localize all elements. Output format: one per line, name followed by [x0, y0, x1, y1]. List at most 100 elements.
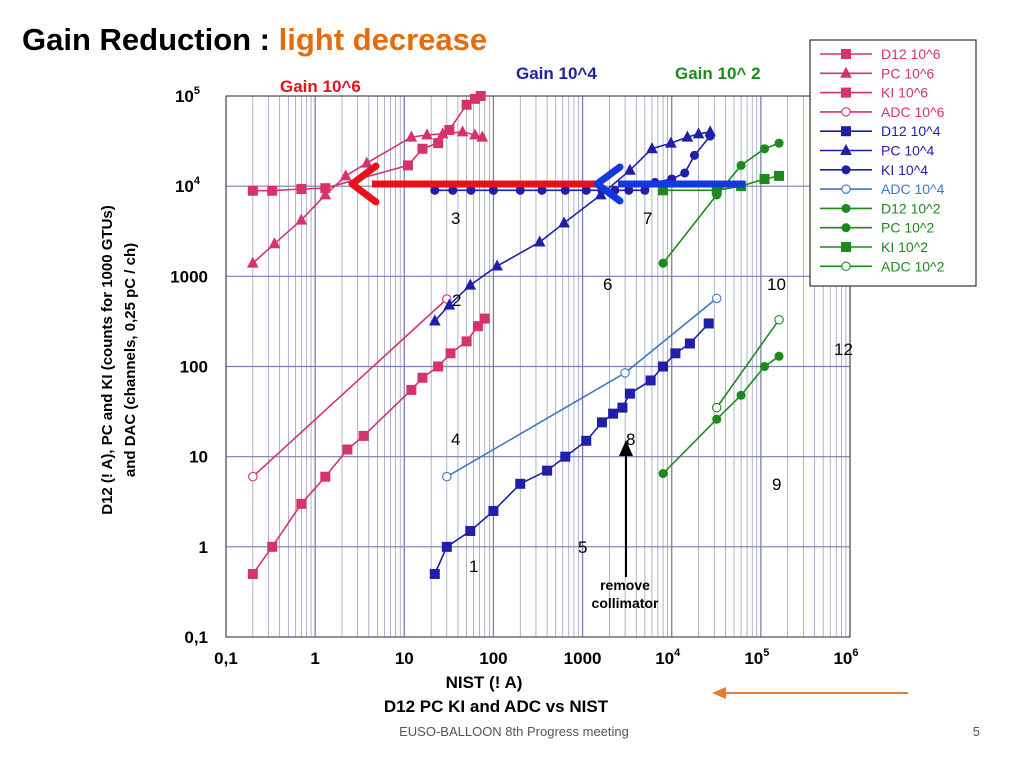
data-point-d12-10-6 [406, 384, 417, 395]
x-tick-label: 104 [655, 647, 681, 668]
orange-arrow-head [712, 687, 726, 699]
y-tick-label: 1000 [170, 267, 208, 286]
y-axis-label-line2: and DAC (channels, 0,25 pC / ch) [122, 243, 139, 477]
data-point-d12-10-4 [465, 525, 476, 536]
legend-marker-ki-10-2 [841, 242, 851, 252]
series-ki-10-6 [247, 91, 486, 196]
title-accent: light decrease [278, 22, 488, 57]
x-axis-label: NIST (! A) [446, 673, 523, 692]
region-number-10: 10 [767, 275, 786, 294]
data-point-pc-10-2 [774, 138, 784, 148]
data-point-ki-10-4 [689, 150, 700, 160]
region-number-1: 1 [469, 557, 478, 576]
plot-frame [225, 95, 851, 638]
blue-arrow-head [593, 163, 624, 205]
data-point-d12-10-4 [670, 348, 681, 359]
y-axis-label-line1: D12 (! A), PC and KI (counts for 1000 GT… [99, 205, 116, 515]
data-point-d12-10-4 [684, 338, 695, 349]
data-point-d12-10-6 [445, 348, 456, 359]
data-point-pc-10-6 [421, 128, 433, 140]
legend-label-ki-10-2: KI 10^2 [881, 239, 928, 255]
legend-label-pc-10-4: PC 10^4 [881, 143, 934, 159]
x-tick-label: 106 [833, 647, 858, 668]
data-point-pc-10-6 [339, 169, 352, 181]
footer-meeting-name: EUSO-BALLOON 8th Progress meeting [399, 724, 629, 739]
data-point-d12-10-4 [617, 402, 628, 413]
data-point-pc-10-6 [268, 237, 281, 249]
data-point-ki-10-6 [475, 91, 486, 101]
legend-marker-adc-10-2 [841, 261, 851, 272]
data-point-d12-10-4 [624, 388, 635, 399]
region-number-12: 12 [834, 340, 853, 359]
data-point-pc-10-2 [759, 144, 770, 154]
data-point-pc-10-4 [533, 235, 546, 247]
data-point-ki-10-6 [417, 143, 428, 154]
series-adc-10-2 [711, 314, 784, 413]
legend-marker-ki-10-4 [841, 165, 851, 175]
legend-label-d12-10-2: D12 10^2 [881, 200, 941, 216]
region-number-4: 4 [451, 430, 460, 449]
data-point-pc-10-4 [692, 127, 705, 139]
data-point-d12-10-2 [759, 361, 770, 372]
data-point-pc-10-4 [665, 136, 677, 148]
data-point-ki-10-4 [705, 131, 715, 141]
x-tick-label: 105 [744, 647, 769, 668]
data-point-adc-10-4 [711, 293, 722, 304]
legend-marker-adc-10-4 [841, 184, 851, 194]
legend-box [809, 39, 977, 287]
series-line-adc-10-2 [716, 319, 780, 409]
data-point-pc-10-4 [428, 314, 441, 326]
data-point-d12-10-6 [267, 541, 278, 552]
data-point-d12-10-6 [342, 444, 353, 455]
data-point-d12-10-4 [596, 417, 607, 428]
data-point-d12-10-4 [658, 361, 669, 372]
series-d12-10-2 [658, 351, 784, 479]
y-tick-label: 105 [175, 85, 200, 106]
legend-marker-ki-10-6 [841, 87, 851, 98]
region-number-3: 3 [451, 209, 460, 228]
page-number: 5 [972, 724, 980, 739]
data-point-d12-10-6 [320, 471, 331, 482]
data-point-pc-10-6 [405, 130, 418, 142]
data-point-adc-10-6 [248, 471, 258, 482]
data-point-pc-10-4 [443, 298, 456, 310]
chart-legend: D12 10^6 PC 10^6 KI 10^6 ADC 10^6 D12 10^4 PC… [809, 39, 977, 287]
data-point-d12-10-6 [433, 361, 444, 372]
data-point-d12-10-4 [581, 435, 592, 446]
data-point-pc-10-4 [491, 259, 503, 271]
region-number-6: 6 [603, 275, 612, 294]
region-number-5: 5 [578, 538, 587, 557]
data-point-d12-10-2 [712, 414, 722, 424]
legend-marker-d12-10-4 [841, 126, 851, 137]
y-tick-label: 0,1 [184, 628, 208, 647]
data-point-d12-10-4 [645, 375, 656, 386]
slide-title: Gain Reduction : light decrease [22, 22, 487, 58]
data-point-ki-10-2 [759, 174, 770, 185]
x-tick-label: 1 [310, 649, 319, 668]
chart-caption: D12 PC KI and ADC vs NIST [384, 697, 609, 716]
region-number-2: 2 [452, 291, 461, 310]
x-tick-label: 100 [479, 649, 507, 668]
series-d12-10-6 [247, 313, 490, 579]
data-point-ki-10-4 [680, 168, 690, 178]
y-tick-label: 1 [199, 538, 208, 557]
region-number-9: 9 [772, 475, 781, 494]
data-point-d12-10-4 [441, 541, 452, 552]
legend-label-ki-10-6: KI 10^6 [881, 85, 928, 101]
data-point-d12-10-4 [515, 478, 526, 489]
series-line-adc-10-6 [252, 298, 448, 478]
legend-label-d12-10-4: D12 10^4 [881, 123, 941, 139]
data-point-ki-10-6 [267, 185, 278, 196]
gain-label-1e6: Gain 10^6 [280, 77, 361, 96]
legend-marker-d12-10-6 [841, 49, 851, 59]
data-point-pc-10-6 [319, 188, 332, 200]
data-point-d12-10-6 [461, 336, 472, 347]
data-point-pc-10-4 [464, 278, 477, 290]
data-point-d12-10-6 [296, 498, 307, 509]
data-point-ki-10-6 [433, 138, 444, 149]
gain-label-1e4: Gain 10^4 [516, 64, 597, 83]
data-point-pc-10-6 [360, 156, 373, 168]
x-tick-label: 10 [395, 649, 414, 668]
annotation-collimator: collimator [592, 595, 659, 611]
